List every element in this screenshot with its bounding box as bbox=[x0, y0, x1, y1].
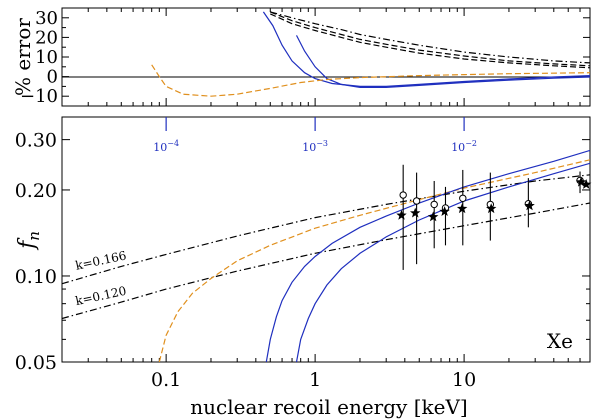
open-circle-point bbox=[399, 191, 407, 199]
bottom-ylabel: fn bbox=[15, 231, 43, 251]
filled-star-point bbox=[486, 203, 497, 214]
secondary-xtick-label: 10−4 bbox=[153, 139, 179, 154]
top-ytick-label: 0 bbox=[47, 67, 58, 88]
filled-star-point bbox=[427, 211, 439, 222]
bottom-panel: 10−4 10−3 10−2 0.1 1 10 0.30 0.20 0.10 0.05 k=0.1… bbox=[15, 116, 592, 419]
filled-star-point bbox=[575, 176, 587, 187]
bottom-series-line-4 bbox=[295, 162, 590, 362]
bottom-plot-frame bbox=[61, 116, 591, 363]
bottom-series-line-0 bbox=[62, 174, 590, 285]
k-label-0: k=0.166 bbox=[74, 248, 127, 272]
top-ytick-label: −10 bbox=[20, 86, 58, 107]
top-plot-frame bbox=[61, 7, 591, 107]
bottom-series-group bbox=[62, 149, 590, 362]
bottom-xtick-label: 0.1 bbox=[151, 369, 181, 391]
bottom-series-line-3 bbox=[265, 149, 590, 362]
filled-star-point bbox=[524, 200, 535, 211]
filled-star-point bbox=[581, 179, 592, 189]
xe-annotation: Xe bbox=[547, 329, 573, 353]
top-ytick-label: 30 bbox=[35, 8, 58, 29]
top-series-line-3 bbox=[270, 11, 590, 64]
filled-star-point bbox=[410, 207, 421, 218]
top-series-group bbox=[151, 11, 590, 97]
secondary-xtick-label: 10−2 bbox=[451, 139, 477, 154]
filled-star-point bbox=[439, 206, 450, 216]
open-circle-point bbox=[459, 194, 467, 202]
filled-star-point bbox=[396, 209, 407, 220]
bottom-xlabel: nuclear recoil energy [keV] bbox=[190, 395, 467, 419]
open-circle-point bbox=[430, 200, 438, 209]
bottom-points-group bbox=[396, 164, 592, 270]
top-ytick-label: 20 bbox=[35, 27, 58, 48]
bottom-series-line-1 bbox=[62, 202, 590, 320]
k-label-1: k=0.120 bbox=[74, 284, 127, 308]
top-ytick-label: 10 bbox=[35, 47, 58, 68]
bottom-ytick-label: 0.10 bbox=[15, 266, 57, 288]
bottom-axis-ticks: 10−4 10−3 10−2 0.1 1 10 0.30 0.20 0.10 0.05 bbox=[15, 117, 591, 391]
bottom-xtick-label: 10 bbox=[452, 369, 476, 391]
bottom-ytick-label: 0.20 bbox=[15, 180, 57, 202]
filled-star-point bbox=[456, 203, 468, 214]
top-series-line-1 bbox=[295, 35, 590, 88]
bottom-series-line-2 bbox=[158, 159, 590, 362]
bottom-ytick-label: 0.30 bbox=[15, 130, 57, 152]
top-series-line-4 bbox=[270, 11, 590, 67]
top-series-line-5 bbox=[270, 13, 590, 69]
top-ylabel: % error bbox=[11, 18, 35, 96]
open-circle-point bbox=[412, 197, 421, 205]
top-series-line-2 bbox=[151, 64, 590, 97]
secondary-xtick-label: 10−3 bbox=[302, 139, 328, 154]
bottom-ytick-label: 0.05 bbox=[15, 352, 57, 374]
bottom-xtick-label: 1 bbox=[309, 369, 321, 391]
